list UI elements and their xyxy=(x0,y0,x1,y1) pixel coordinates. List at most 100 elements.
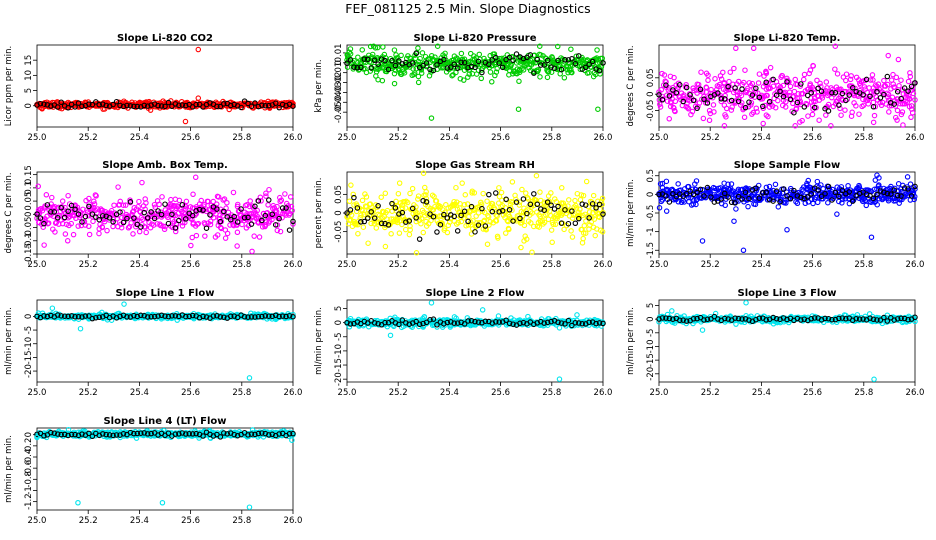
data-point xyxy=(40,224,46,230)
data-point xyxy=(760,83,767,90)
y-tick-label: -0.15 xyxy=(24,243,34,265)
data-point xyxy=(672,108,678,115)
data-point xyxy=(809,111,816,118)
outlier-point xyxy=(907,70,913,76)
y-axis-label: Licor ppm per min. xyxy=(4,46,14,127)
data-point xyxy=(531,68,537,75)
reference-point xyxy=(155,208,161,214)
reference-point xyxy=(569,208,575,214)
data-point xyxy=(712,75,718,82)
data-point xyxy=(152,204,159,210)
data-point xyxy=(222,235,229,241)
x-tick-label: 25.0 xyxy=(28,260,47,270)
data-point xyxy=(801,71,808,78)
data-point xyxy=(289,207,295,214)
data-point xyxy=(421,209,427,216)
data-point xyxy=(90,218,96,225)
reference-point xyxy=(711,199,718,205)
data-point xyxy=(39,207,46,214)
reference-point xyxy=(82,313,89,319)
data-point xyxy=(438,64,444,71)
outlier-point xyxy=(192,174,199,181)
data-point xyxy=(839,200,845,206)
reference-point xyxy=(365,215,371,221)
data-point xyxy=(663,79,669,85)
reference-point xyxy=(361,218,368,225)
data-point xyxy=(111,202,117,208)
reference-point xyxy=(58,99,64,105)
data-point xyxy=(770,187,777,194)
y-tick-label: -5 xyxy=(334,333,344,341)
data-point xyxy=(359,207,365,214)
data-points xyxy=(656,43,918,129)
reference-point xyxy=(656,92,662,98)
reference-point xyxy=(262,212,269,219)
data-point xyxy=(130,231,136,237)
data-point xyxy=(888,102,895,109)
reference-point xyxy=(48,103,54,109)
reference-point xyxy=(680,98,686,105)
reference-point xyxy=(808,90,814,96)
data-point xyxy=(493,69,500,75)
y-tick-label: -15 xyxy=(646,353,656,367)
reference-point xyxy=(375,203,381,209)
data-point xyxy=(720,69,726,76)
y-tick-label: 0.15 xyxy=(24,165,34,184)
data-point xyxy=(890,81,896,87)
outlier-point xyxy=(428,115,435,121)
data-point xyxy=(712,185,718,192)
data-point xyxy=(663,178,670,185)
plot-frame xyxy=(658,299,916,383)
reference-point xyxy=(784,193,790,199)
data-point xyxy=(868,199,874,206)
reference-point xyxy=(96,314,103,321)
data-point xyxy=(393,198,399,205)
data-point xyxy=(495,313,502,319)
reference-point xyxy=(89,315,96,322)
reference-point xyxy=(75,211,82,217)
reference-point xyxy=(763,79,769,85)
data-point xyxy=(688,194,694,201)
reference-point xyxy=(144,103,151,109)
reference-point xyxy=(155,313,161,319)
reference-point xyxy=(444,215,451,221)
reference-point xyxy=(221,314,227,320)
data-point xyxy=(881,185,887,192)
reference-point xyxy=(894,88,901,95)
reference-point xyxy=(562,321,568,327)
data-point xyxy=(464,209,470,215)
data-point xyxy=(720,188,727,194)
data-point xyxy=(433,198,440,204)
reference-point xyxy=(794,99,801,106)
reference-point xyxy=(179,102,186,108)
data-point xyxy=(876,175,882,181)
data-point xyxy=(807,67,814,73)
data-point xyxy=(731,218,737,224)
x-tick-label: 25.6 xyxy=(181,260,200,270)
reference-point xyxy=(165,99,172,106)
data-point xyxy=(566,67,573,73)
data-point xyxy=(668,100,674,106)
reference-point xyxy=(385,222,392,228)
reference-point xyxy=(437,221,444,228)
data-point xyxy=(599,201,605,208)
data-point xyxy=(465,74,471,80)
reference-point xyxy=(248,314,255,320)
reference-point xyxy=(697,86,704,93)
data-point xyxy=(741,114,748,121)
data-point xyxy=(413,250,420,256)
reference-point xyxy=(739,196,745,202)
reference-point xyxy=(48,209,54,215)
data-point xyxy=(814,199,821,206)
data-point xyxy=(878,102,885,109)
y-tick-label: 0 xyxy=(24,212,34,217)
reference-point xyxy=(541,62,547,68)
data-point xyxy=(415,45,421,51)
reference-point xyxy=(279,313,286,319)
data-point xyxy=(597,71,603,77)
reference-point xyxy=(210,313,217,319)
data-point xyxy=(434,43,441,49)
data-point xyxy=(449,72,455,79)
data-point xyxy=(429,192,436,199)
